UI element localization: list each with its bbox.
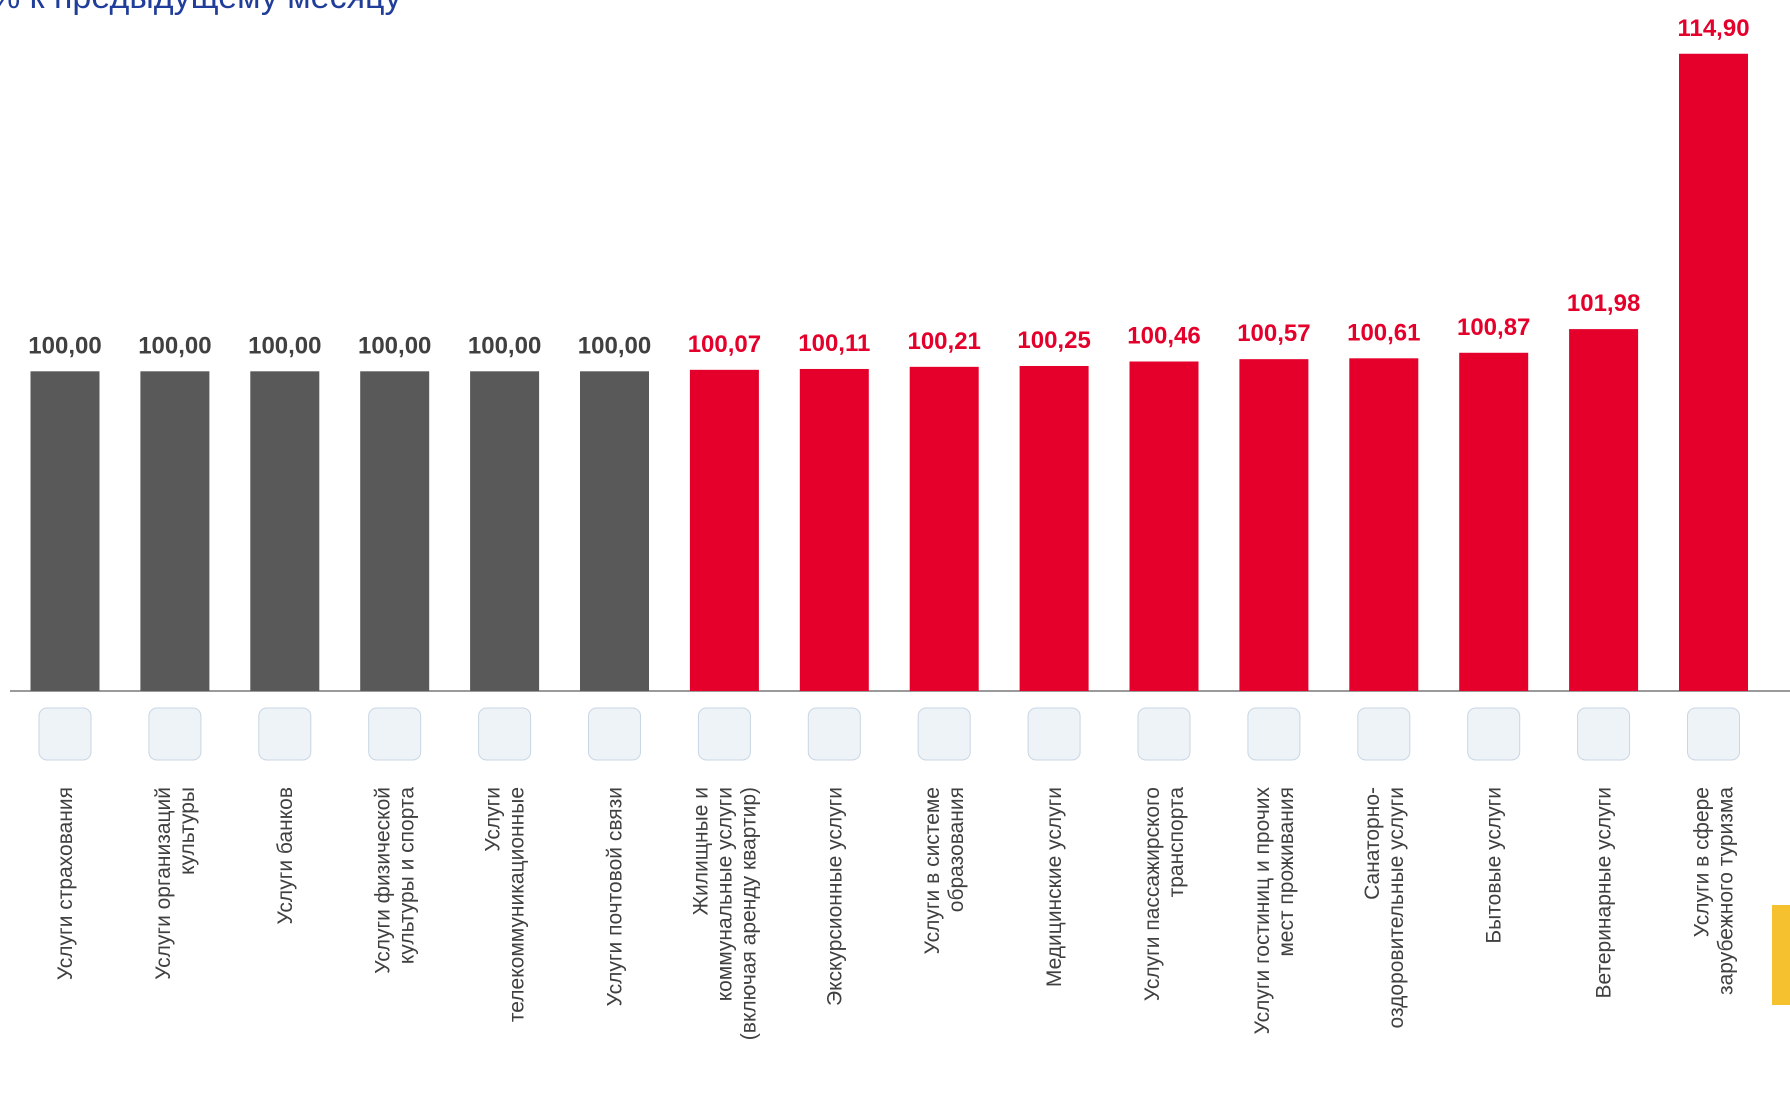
value-label: 100,21 [907, 328, 980, 355]
bar [1349, 358, 1418, 691]
value-label: 100,00 [28, 332, 101, 359]
value-label: 100,00 [248, 332, 321, 359]
x-tick-label: Услуги страхования [54, 787, 77, 980]
x-tick-label: Услуги почтовой связи [604, 787, 627, 1006]
bar [1569, 329, 1638, 691]
bar [360, 371, 429, 691]
x-tick-label: Бытовые услуги [1483, 787, 1506, 944]
chart-title: % к предыдущему месяцу [0, 0, 401, 16]
icon [39, 708, 91, 760]
icon [1028, 708, 1080, 760]
x-tick-label: Услуги банков [274, 787, 297, 925]
chart: % к предыдущему месяцу 100,00 Услуги стра… [0, 0, 1790, 1096]
x-tick-label: Услуги пассажирскоготранспорта [1141, 787, 1188, 1001]
value-label: 100,00 [138, 332, 211, 359]
x-tick-label: Жилищные икоммунальные услуги(включая ар… [689, 787, 760, 1040]
value-label: 114,90 [1677, 15, 1749, 42]
value-label: 100,00 [578, 332, 651, 359]
icon [1688, 708, 1740, 760]
icon [1138, 708, 1190, 760]
bar [1239, 359, 1308, 691]
bar [580, 371, 649, 691]
icon [1248, 708, 1300, 760]
value-label: 101,98 [1567, 290, 1640, 317]
icon [149, 708, 201, 760]
bar [31, 371, 100, 691]
bar [140, 371, 209, 691]
value-label: 100,87 [1457, 314, 1530, 341]
x-tick-label: Медицинские услуги [1043, 787, 1066, 987]
x-tick-label: Услугителекоммуникационные [482, 787, 529, 1022]
x-tick-label: Услуги в системеобразования [921, 787, 968, 954]
bar [470, 371, 539, 691]
icon [808, 708, 860, 760]
bar [1679, 54, 1748, 691]
value-label: 100,11 [798, 330, 870, 357]
bar [1130, 362, 1199, 691]
value-label: 100,07 [688, 331, 761, 358]
icon [698, 708, 750, 760]
value-label: 100,25 [1017, 327, 1090, 354]
icon [369, 708, 421, 760]
bar [1459, 353, 1528, 691]
bar [910, 367, 979, 691]
icon [479, 708, 531, 760]
value-label: 100,57 [1237, 320, 1310, 347]
value-label: 100,00 [468, 332, 541, 359]
x-tick-label: Экскурсионные услуги [823, 787, 846, 1006]
x-tick-label: Услуги организацийкультуры [152, 787, 199, 980]
bar [250, 371, 319, 691]
icon [918, 708, 970, 760]
value-label: 100,61 [1347, 319, 1420, 346]
value-label: 100,00 [358, 332, 431, 359]
decor-tab [1772, 905, 1790, 1005]
icon [259, 708, 311, 760]
icon [1358, 708, 1410, 760]
icon [1578, 708, 1630, 760]
icon [589, 708, 641, 760]
bar [800, 369, 869, 691]
x-tick-label: Услуги физическойкультуры и спорта [372, 787, 419, 974]
bar [690, 370, 759, 691]
page: % к предыдущему месяцу 100,00 Услуги стра… [0, 0, 1790, 1096]
x-tick-label: Услуги гостиниц и прочихмест проживания [1251, 787, 1298, 1035]
x-tick-label: Услуги в сферезарубежного туризма [1691, 787, 1738, 995]
icon [1468, 708, 1520, 760]
value-label: 100,46 [1127, 323, 1200, 350]
x-tick-label: Ветеринарные услуги [1593, 787, 1616, 999]
x-tick-label: Санаторно-оздоровительные услуги [1361, 787, 1408, 1028]
bar [1020, 366, 1089, 691]
